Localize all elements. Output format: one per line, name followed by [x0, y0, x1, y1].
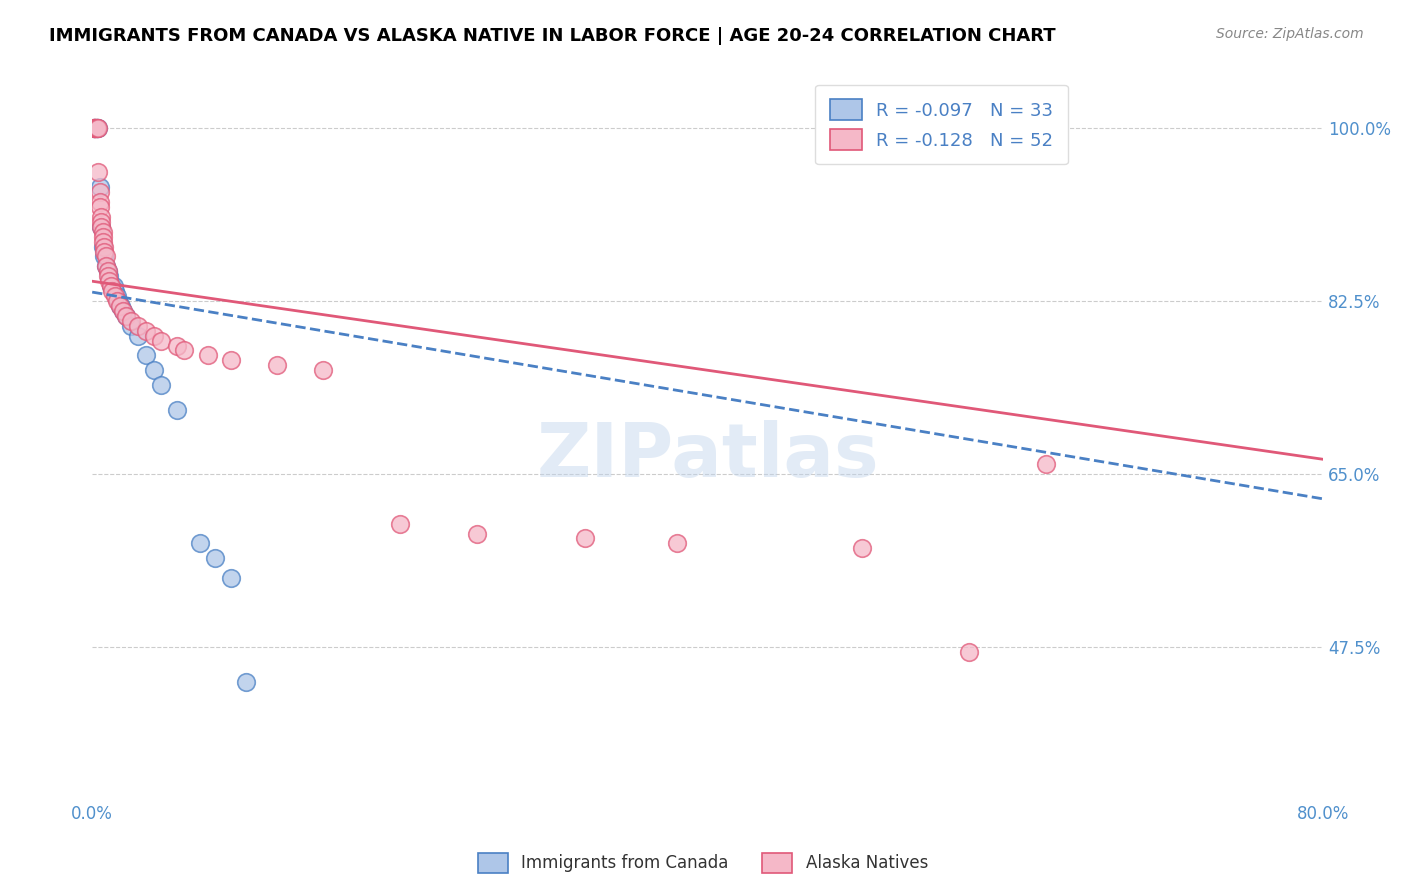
Point — [1035, 457, 1057, 471]
Point — [120, 318, 142, 333]
Point — [86, 120, 108, 135]
Point — [90, 210, 112, 224]
Point — [83, 120, 105, 135]
Point — [91, 229, 114, 244]
Point — [135, 348, 157, 362]
Point — [574, 532, 596, 546]
Point — [166, 402, 188, 417]
Point — [188, 536, 211, 550]
Point — [91, 225, 114, 239]
Point — [93, 244, 115, 259]
Point — [142, 328, 165, 343]
Point — [127, 318, 149, 333]
Point — [465, 526, 488, 541]
Point — [94, 260, 117, 274]
Point — [150, 378, 173, 392]
Point — [120, 314, 142, 328]
Point — [851, 541, 873, 556]
Point — [957, 645, 980, 659]
Point — [94, 250, 117, 264]
Point — [108, 299, 131, 313]
Legend: R = -0.097   N = 33, R = -0.128   N = 52: R = -0.097 N = 33, R = -0.128 N = 52 — [815, 85, 1069, 164]
Point — [97, 264, 120, 278]
Point — [108, 299, 131, 313]
Point — [312, 363, 335, 377]
Point — [104, 289, 127, 303]
Point — [89, 200, 111, 214]
Point — [98, 269, 121, 284]
Point — [665, 536, 688, 550]
Point — [104, 284, 127, 298]
Point — [105, 289, 128, 303]
Point — [107, 293, 129, 308]
Point — [91, 239, 114, 253]
Point — [87, 165, 110, 179]
Point — [84, 120, 107, 135]
Point — [84, 120, 107, 135]
Text: Source: ZipAtlas.com: Source: ZipAtlas.com — [1216, 27, 1364, 41]
Point — [388, 516, 411, 531]
Point — [90, 215, 112, 229]
Point — [100, 279, 122, 293]
Point — [110, 299, 132, 313]
Point — [115, 309, 138, 323]
Point — [89, 185, 111, 199]
Point — [101, 279, 124, 293]
Point — [197, 348, 219, 362]
Point — [127, 328, 149, 343]
Point — [89, 195, 111, 210]
Point — [93, 239, 115, 253]
Point — [105, 293, 128, 308]
Point — [86, 120, 108, 135]
Point — [166, 338, 188, 352]
Point — [83, 120, 105, 135]
Point — [89, 180, 111, 194]
Point — [93, 250, 115, 264]
Point — [204, 551, 226, 566]
Point — [91, 235, 114, 249]
Legend: Immigrants from Canada, Alaska Natives: Immigrants from Canada, Alaska Natives — [471, 847, 935, 880]
Point — [103, 279, 125, 293]
Point — [115, 309, 138, 323]
Point — [111, 304, 134, 318]
Point — [98, 274, 121, 288]
Point — [86, 120, 108, 135]
Point — [84, 120, 107, 135]
Point — [87, 120, 110, 135]
Point — [219, 353, 242, 368]
Point — [83, 120, 105, 135]
Point — [90, 219, 112, 234]
Point — [97, 269, 120, 284]
Point — [83, 120, 105, 135]
Point — [86, 120, 108, 135]
Point — [135, 324, 157, 338]
Point — [87, 120, 110, 135]
Point — [235, 674, 257, 689]
Point — [219, 571, 242, 585]
Point — [100, 279, 122, 293]
Point — [111, 304, 134, 318]
Point — [94, 260, 117, 274]
Text: IMMIGRANTS FROM CANADA VS ALASKA NATIVE IN LABOR FORCE | AGE 20-24 CORRELATION C: IMMIGRANTS FROM CANADA VS ALASKA NATIVE … — [49, 27, 1056, 45]
Point — [86, 120, 108, 135]
Point — [101, 284, 124, 298]
Point — [150, 334, 173, 348]
Text: ZIPatlas: ZIPatlas — [536, 420, 879, 493]
Point — [142, 363, 165, 377]
Point — [84, 120, 107, 135]
Point — [173, 343, 195, 358]
Point — [266, 359, 288, 373]
Point — [97, 264, 120, 278]
Point — [83, 120, 105, 135]
Point — [90, 219, 112, 234]
